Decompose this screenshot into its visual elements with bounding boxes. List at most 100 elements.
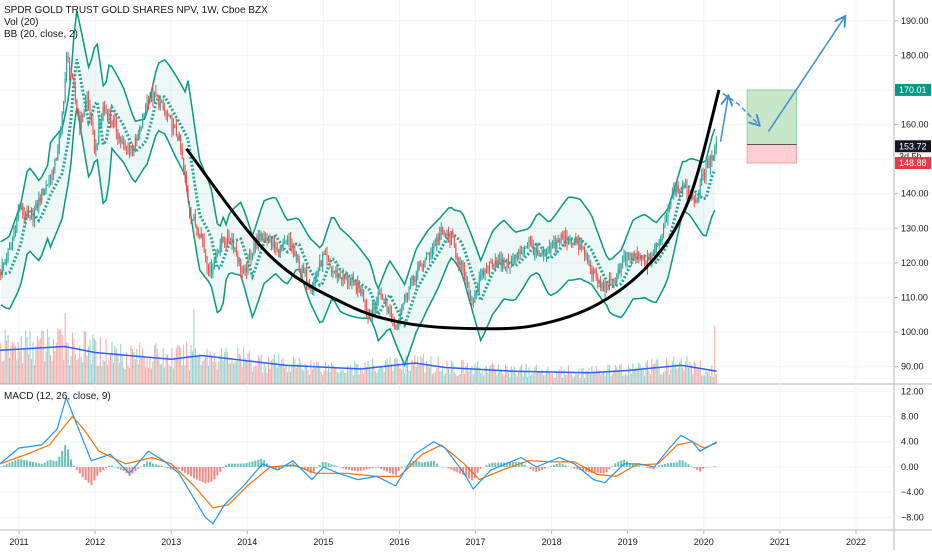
macd-histogram-bar	[596, 466, 599, 473]
candle-body	[421, 265, 423, 267]
candle-body	[674, 188, 676, 192]
macd-histogram-bar	[573, 466, 576, 469]
candle-body	[354, 280, 356, 284]
macd-histogram-bar	[702, 466, 705, 469]
candle-body	[161, 101, 163, 103]
candle-body	[462, 264, 464, 269]
candle-body	[251, 253, 253, 259]
macd-histogram-bar	[2, 465, 5, 467]
bollinger-indicator-label[interactable]: BB (20, close, 2)	[4, 29, 78, 40]
candle-body	[584, 248, 586, 256]
volume-bar	[418, 365, 420, 384]
candle-body	[93, 130, 95, 152]
candle-body	[532, 246, 534, 255]
candle-body	[452, 235, 454, 238]
candle-body	[447, 232, 450, 237]
volume-bar	[576, 374, 578, 384]
volume-bar	[183, 344, 185, 384]
volume-bar	[348, 370, 350, 384]
volume-bar	[567, 365, 569, 384]
volume-bar	[98, 365, 100, 384]
candle-body	[298, 260, 300, 272]
macd-histogram-bar	[84, 466, 87, 481]
candle-body	[158, 96, 160, 108]
candle-body	[107, 112, 109, 121]
candle-body	[123, 141, 125, 145]
candle-body	[499, 258, 501, 260]
candle-body	[641, 256, 643, 259]
time-tick-label: 2017	[466, 537, 486, 547]
volume-bar	[121, 355, 123, 384]
volume-bar	[471, 365, 473, 384]
macd-indicator-label[interactable]: MACD (12, 26, close, 9)	[4, 391, 111, 402]
candle-body	[162, 101, 164, 110]
price-label-text-stop: 148.88	[899, 158, 927, 168]
volume-bar	[627, 365, 629, 384]
candle-body	[208, 267, 210, 275]
volume-bar	[35, 346, 37, 384]
macd-histogram-bar	[72, 466, 75, 467]
candle-body	[345, 276, 347, 279]
volume-bar	[332, 364, 334, 384]
macd-histogram-bar	[248, 462, 251, 467]
volume-bar	[427, 363, 429, 384]
volume-bar	[385, 360, 387, 384]
candle-body	[167, 113, 169, 117]
volume-bar	[417, 356, 419, 384]
volume-bar	[6, 340, 8, 384]
volume-bar	[181, 365, 183, 384]
volume-bar	[569, 372, 571, 384]
candle-body	[80, 114, 82, 130]
candle-body	[275, 247, 277, 249]
candle-body	[535, 247, 537, 253]
volume-indicator-label[interactable]: Vol (20)	[4, 17, 39, 28]
candle-body	[177, 136, 179, 141]
volume-bar	[685, 361, 687, 384]
volume-bar	[58, 330, 60, 384]
volume-bar	[535, 364, 537, 384]
volume-bar	[175, 347, 177, 384]
volume-bar	[306, 364, 308, 384]
time-tick-label: 2015	[313, 537, 333, 547]
volume-bar	[336, 371, 338, 384]
candle-body	[550, 245, 552, 253]
volume-bar	[243, 347, 245, 384]
volume-bar	[218, 361, 220, 384]
candle-body	[247, 257, 249, 272]
macd-histogram-bar	[52, 460, 55, 467]
volume-bar	[702, 375, 704, 384]
volume-bar	[667, 362, 669, 384]
volume-bar	[105, 339, 107, 384]
volume-bar	[392, 371, 394, 384]
candle-body	[387, 307, 390, 312]
candle-body	[685, 183, 687, 186]
candle-body	[210, 265, 212, 273]
macd-histogram-bar	[511, 462, 514, 467]
volume-bar	[150, 368, 152, 384]
volume-bar	[159, 364, 161, 384]
candle-body	[632, 253, 634, 260]
symbol-title[interactable]: SPDR GOLD TRUST GOLD SHARES NPV, 1W, Cbo…	[4, 5, 268, 16]
volume-bar	[231, 360, 233, 384]
candle-body	[629, 252, 631, 257]
volume-bar	[532, 373, 534, 384]
macd-histogram-bar	[257, 459, 260, 467]
candle-body	[357, 282, 359, 293]
candle-body	[30, 214, 32, 217]
volume-bar	[52, 338, 54, 384]
volume-bar	[225, 347, 227, 384]
volume-bar	[380, 365, 382, 384]
macd-histogram-bar	[394, 466, 397, 476]
volume-bar	[428, 367, 430, 384]
candle-body	[446, 232, 448, 237]
volume-bar	[450, 360, 452, 384]
volume-bar	[411, 359, 413, 384]
volume-bar	[169, 366, 172, 384]
volume-bar	[329, 371, 331, 384]
candle-body	[657, 243, 659, 245]
candle-body	[560, 235, 562, 241]
volume-bar	[434, 371, 436, 384]
volume-bar	[241, 367, 243, 384]
